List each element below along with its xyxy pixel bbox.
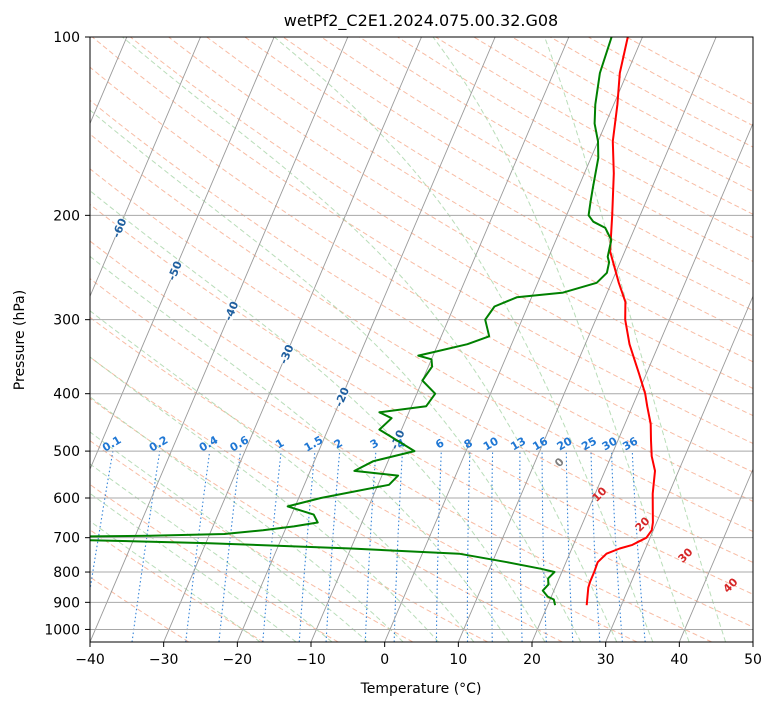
y-tick-label: 500 [53,444,80,460]
isotherm-line [384,37,643,642]
isotherm-line [678,467,753,642]
dry-adiabat-line [90,316,638,642]
x-tick-label: −10 [296,652,326,668]
y-tick-label: 1000 [44,622,80,638]
moist-adiabat-line [273,37,654,642]
isotherm-line [163,37,422,642]
moist-adiabat-line [90,431,369,642]
isotherm-line [457,37,717,642]
mixing-ratio-line [262,451,282,642]
dry-adiabat-line [90,529,264,642]
sounding-series [90,37,656,606]
dry-adiabat-line [244,37,753,337]
moist-adiabat-line [432,37,690,642]
y-tick-label: 900 [53,595,80,611]
dry-adiabat-line [206,37,753,363]
temperature-line [585,37,656,606]
dry-adiabat-line [90,133,753,533]
x-tick-label: −20 [223,652,253,668]
x-tick-label: 0 [380,652,389,668]
y-tick-label: 200 [53,208,80,224]
y-tick-label: 600 [53,491,80,507]
y-axis-ticks: 100 200 300 400 500 600 700 800 900 1000 [44,30,90,638]
y-tick-label: 300 [53,313,80,329]
dry-adiabat-line [90,278,712,642]
dewpoint-line [90,37,613,606]
isotherm-line [236,37,496,642]
dry-adiabat-line [90,356,563,642]
y-tick-label: 400 [53,387,80,403]
dry-adiabat-line [90,168,753,563]
mixing-ratio-line [185,451,211,642]
x-tick-label: −40 [75,652,105,668]
dry-adiabat-line [90,483,339,642]
y-tick-label: 100 [53,30,80,46]
x-tick-label: 10 [449,652,467,668]
y-axis-label: Pressure (hPa) [12,290,28,390]
dry-adiabat-line [90,66,753,473]
isotherm-line [605,295,753,642]
dry-adiabat-line [282,37,753,312]
isotherm-line [310,37,570,642]
mixing-ratio-line [218,451,242,642]
x-tick-label: 30 [597,652,615,668]
moist-adiabat-line [90,109,582,642]
isotherm-line [90,37,201,298]
isotherms [90,37,753,642]
chart-title: wetPf2_C2E1.2024.075.00.32.G08 [284,11,558,31]
moist-adiabat-line [122,37,618,642]
x-tick-label: 40 [670,652,688,668]
plot-frame [89,36,754,643]
dry-adiabat-line [168,37,753,389]
isotherm-line [531,122,753,642]
moist-adiabat-line [90,190,546,642]
moist-adiabat-line [90,463,333,642]
y-tick-label: 700 [53,531,80,547]
y-tick-label: 800 [53,565,80,581]
x-tick-label: 50 [744,652,762,668]
dry-adiabat-line [90,240,753,628]
dry-adiabat-line [90,397,488,642]
chart-line-labels: -100-90-80-70-60-50-40-30-20-100.10.20.4… [100,216,741,595]
moist-adiabats [90,37,727,642]
isotherm-line [90,37,275,471]
mixing-ratio-line [298,451,316,642]
x-tick-label: −30 [149,652,179,668]
moist-adiabat-line [90,356,439,642]
mixing-ratio-line [631,451,646,642]
moist-adiabat-line [90,310,475,642]
plot-area: -100-90-80-70-60-50-40-30-20-100.10.20.4… [90,37,753,642]
moist-adiabat-line [90,520,261,642]
mixing-ratio-line [90,451,114,594]
x-axis-label: Temperature (°C) [360,681,482,697]
dry-adiabat-line [90,99,753,502]
x-axis-ticks: −40 −30 −20 −10 0 10 20 30 40 50 [75,642,762,668]
x-tick-label: 20 [523,652,541,668]
dry-adiabat-line [90,203,753,595]
pressure-gridlines [90,37,753,630]
moist-adiabat-line [544,37,727,642]
